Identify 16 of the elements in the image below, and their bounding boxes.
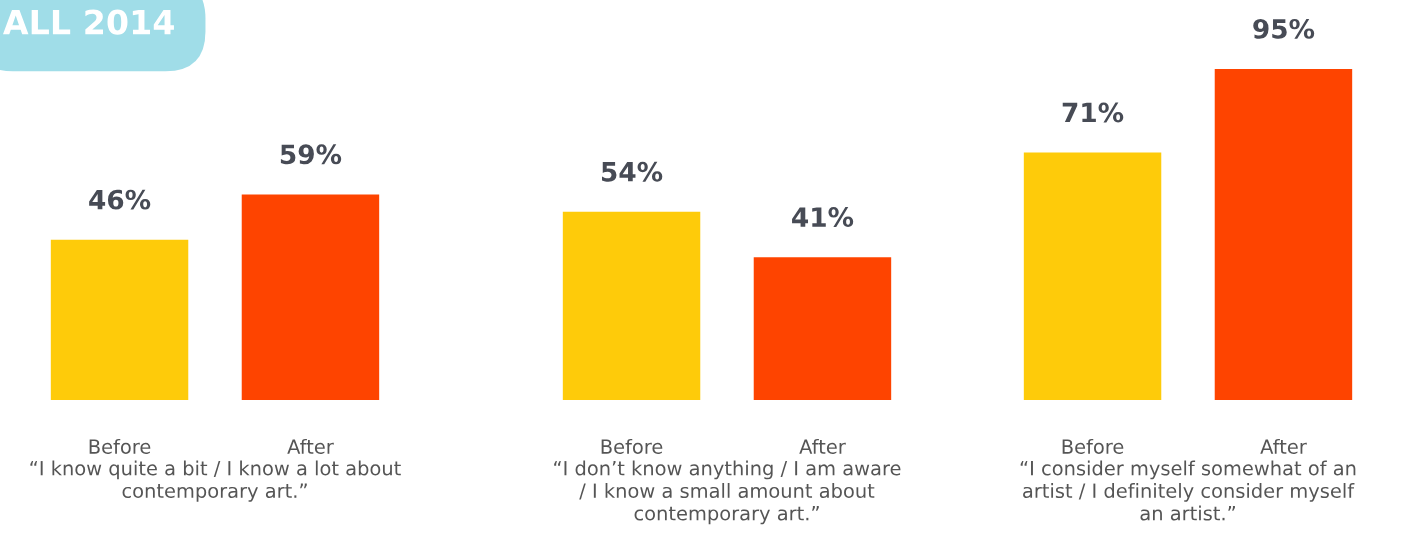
data-label: 71% xyxy=(1062,102,1124,123)
x-axis-title: “I know quite a bit / I know a lot about contemporary art.” xyxy=(30,460,401,502)
x-axis-title: “I consider myself somewhat of an artist / I definitely consider myself an artist.” xyxy=(1020,460,1356,521)
x-tick-label: Before xyxy=(1062,438,1124,454)
x-tick-label: After xyxy=(1260,438,1307,454)
data-label: 41% xyxy=(792,207,854,228)
x-tick-label: Before xyxy=(601,438,663,454)
x-tick-label: After xyxy=(799,438,846,454)
data-label: 59% xyxy=(280,144,342,165)
data-label: 54% xyxy=(602,161,663,182)
data-label: 46% xyxy=(89,189,151,210)
x-tick-label: Before xyxy=(89,438,151,454)
x-axis-title: “I don’t know anything / I am aware / I know a small amount about contemporary art.” xyxy=(554,460,901,525)
data-label: 95% xyxy=(1253,18,1315,39)
chart-title: ALL 2014 xyxy=(2,9,174,35)
x-tick-label: After xyxy=(287,438,334,454)
